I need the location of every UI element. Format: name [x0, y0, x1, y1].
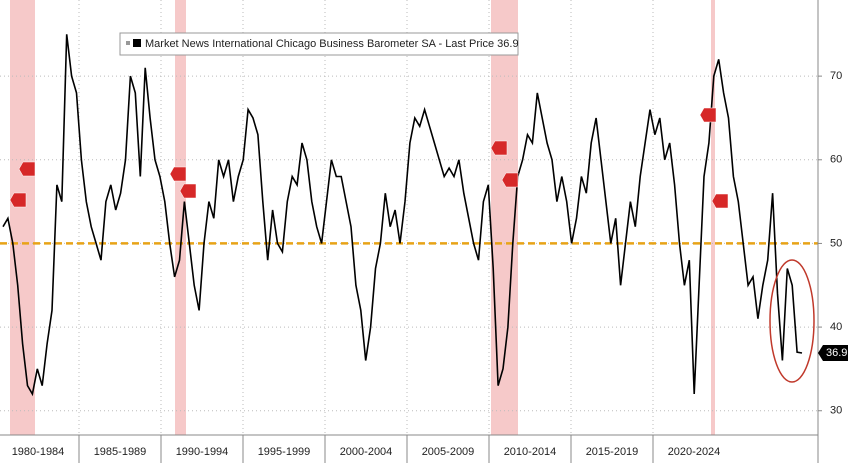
- y-tick-label: 40: [830, 321, 842, 333]
- x-tick-label: 1990-1994: [176, 446, 229, 458]
- y-tick-label: 30: [830, 405, 842, 417]
- recession-shading: [10, 0, 715, 435]
- x-tick-label: 2020-2024: [668, 446, 721, 458]
- y-tick-label: 70: [830, 70, 842, 82]
- last-price-box: [818, 345, 848, 362]
- marker: [18, 161, 36, 177]
- last-price-label: 36.9: [826, 347, 847, 359]
- marker: [179, 183, 197, 199]
- x-tick-label: 2015-2019: [586, 446, 639, 458]
- recession-band: [711, 0, 715, 435]
- recession-band: [175, 0, 186, 435]
- marker: [169, 166, 187, 182]
- plot: [0, 34, 818, 397]
- recession-band: [10, 0, 35, 435]
- marker: [490, 140, 508, 156]
- marker: [9, 192, 27, 208]
- x-tick-label: 2000-2004: [340, 446, 393, 458]
- marker: [699, 107, 717, 123]
- y-tick-label: 60: [830, 154, 842, 166]
- legend-dot: [126, 41, 130, 45]
- legend-text: Market News International Chicago Busine…: [145, 38, 519, 50]
- y-tick-label: 50: [830, 237, 842, 249]
- x-tick-label: 1980-1984: [12, 446, 65, 458]
- marker: [501, 172, 519, 188]
- legend: Market News International Chicago Busine…: [119, 32, 519, 56]
- x-tick-label: 1995-1999: [258, 446, 311, 458]
- x-tick-label: 2005-2009: [422, 446, 475, 458]
- line-series: [2, 34, 803, 397]
- axes: 30 40 50 60 70 1980-1984 1985-1989 1990-1994 199…: [12, 70, 848, 463]
- markers: [9, 107, 729, 209]
- legend-box: [119, 32, 519, 56]
- marker: [711, 193, 729, 209]
- x-tick-label: 2010-2014: [504, 446, 557, 458]
- x-tick-label: 1985-1989: [94, 446, 147, 458]
- highlight-circle: [769, 259, 815, 383]
- legend-swatch: [133, 39, 141, 47]
